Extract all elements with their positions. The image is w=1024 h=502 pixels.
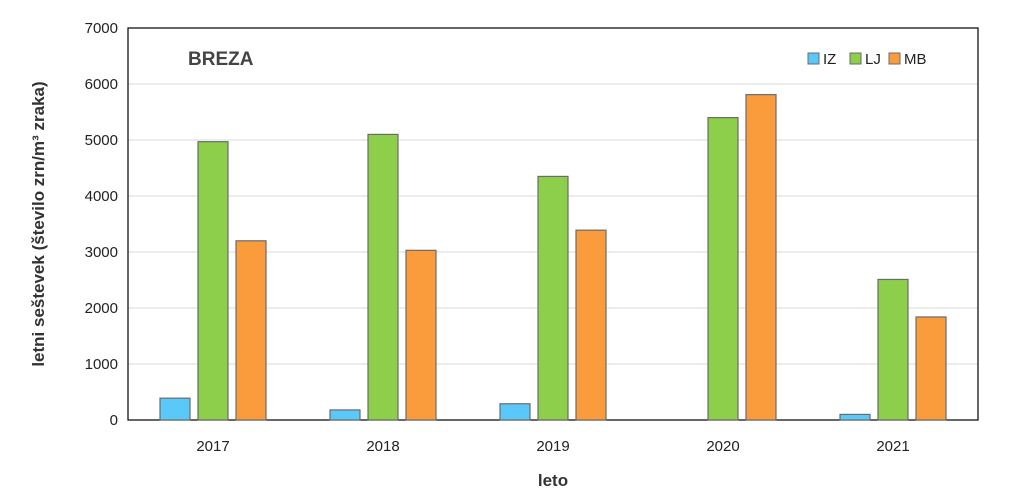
y-tick-label: 6000 [85,76,118,93]
legend: IZ LJ MB [807,51,927,68]
bar-mb-2019 [575,229,607,421]
legend-label-iz: IZ [823,51,836,68]
y-tick-label: 2000 [85,300,118,317]
legend-swatch-lj [849,52,862,65]
x-tick-label: 2019 [536,438,569,455]
legend-label-lj: LJ [865,51,881,68]
bar-lj-2020 [707,116,739,421]
y-tick-label: 7000 [85,20,118,37]
y-tick-labels: 0 1000 2000 3000 4000 5000 6000 7000 [85,20,118,429]
bar-mb-2018 [405,249,437,421]
y-tick-label: 1000 [85,356,118,373]
bar-iz-2018 [329,409,361,421]
chart-title: BREZA [188,49,254,70]
y-tick-label: 5000 [85,132,118,149]
bars [159,94,947,421]
x-tick-label: 2020 [706,438,739,455]
y-tick-label: 0 [110,412,118,429]
bar-mb-2021 [915,316,947,421]
bar-mb-2020 [745,94,777,421]
x-tick-label: 2018 [366,438,399,455]
x-tick-labels: 2017 2018 2019 2020 2021 [196,438,909,455]
y-tick-label: 4000 [85,188,118,205]
bar-iz-2017 [159,397,191,421]
y-axis-title: letni seštevek (število zrn/m³ zraka) [29,81,48,366]
bar-iz-2021 [839,413,871,421]
bar-lj-2018 [367,133,399,421]
legend-label-mb: MB [904,51,927,68]
legend-swatch-iz [807,52,820,65]
x-tick-label: 2021 [876,438,909,455]
bar-iz-2019 [499,403,531,421]
bar-mb-2017 [235,240,267,421]
y-tick-label: 3000 [85,244,118,261]
bar-lj-2019 [537,175,569,421]
bar-lj-2021 [877,278,909,421]
x-axis-title: leto [538,471,568,490]
legend-swatch-mb [888,52,901,65]
bar-lj-2017 [197,141,229,421]
x-tick-label: 2017 [196,438,229,455]
